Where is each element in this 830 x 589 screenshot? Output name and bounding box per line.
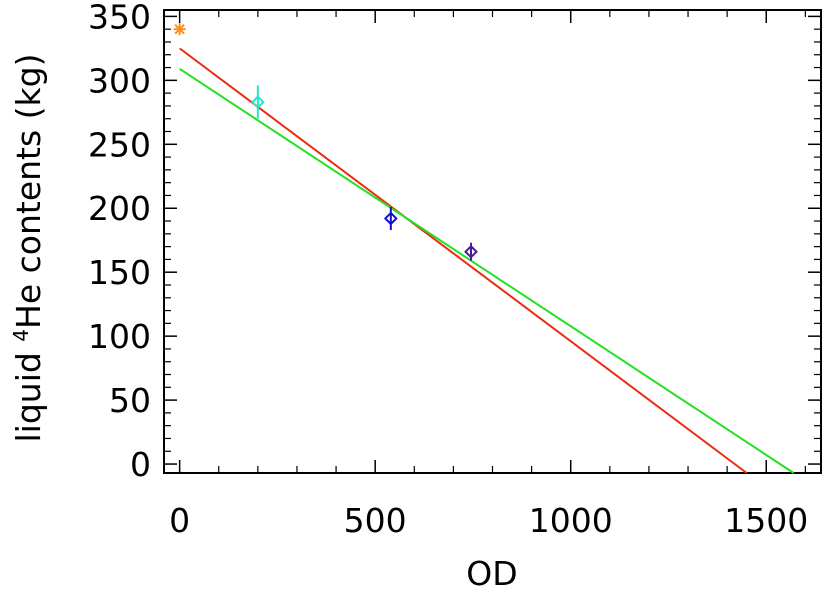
y-axis-title-part-1: liquid	[9, 342, 48, 443]
x-tick-label: 0	[169, 501, 190, 540]
x-axis-title: OD	[466, 554, 517, 589]
x-tick-label: 1000	[529, 501, 613, 540]
diamond-marker	[464, 244, 478, 259]
x-tick-label: 500	[344, 501, 407, 540]
y-tick-label: 100	[88, 317, 151, 356]
x-tick-label: 1500	[724, 501, 808, 540]
y-tick-label: 250	[88, 125, 151, 164]
asterisk-marker	[173, 23, 186, 36]
y-axis-title-part-2: He contents (kg)	[9, 54, 48, 329]
y-tick-label: 200	[88, 189, 151, 228]
asterisk-stroke	[174, 23, 185, 35]
y-axis-title: liquid 4He contents (kg)	[9, 54, 48, 443]
y-tick-label: 150	[88, 253, 151, 292]
marker-layer	[173, 23, 478, 261]
y-tick-label: 300	[88, 61, 151, 100]
tick-marks	[164, 10, 821, 473]
diamond-marker	[383, 211, 398, 226]
y-tick-label: 350	[88, 0, 151, 36]
fit-line-red	[179, 47, 748, 474]
y-tick-label: 0	[130, 445, 151, 484]
y-axis-title-superscript: 4	[9, 329, 33, 342]
y-tick-label: 50	[109, 381, 151, 420]
tick-labels: 0 500 1000 1500 0 50 100 150 200 250 300 350	[88, 0, 808, 540]
diamond-marker	[250, 95, 265, 110]
series-layer	[179, 47, 795, 474]
plot-frame	[163, 9, 822, 474]
fit-line-green	[179, 67, 795, 474]
